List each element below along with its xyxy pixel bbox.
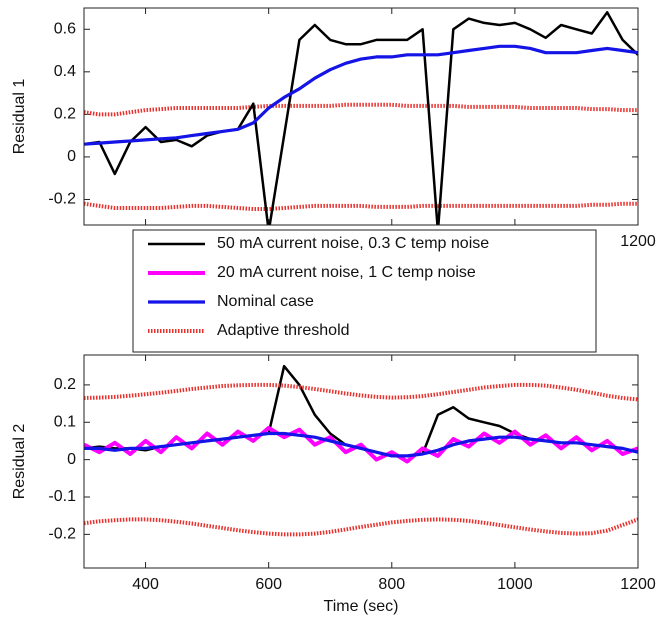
legend-label: Nominal case bbox=[217, 293, 314, 310]
series-line bbox=[84, 201, 638, 211]
plot-area bbox=[84, 11, 638, 225]
x-axis-label: Time (sec) bbox=[324, 598, 399, 615]
y-tick-label: 0.6 bbox=[54, 20, 76, 37]
series-line bbox=[84, 102, 638, 117]
legend-label: 50 mA current noise, 0.3 C temp noise bbox=[217, 235, 489, 252]
legend-box bbox=[132, 229, 597, 353]
series-line bbox=[84, 11, 638, 225]
x-tick-label: 1200 bbox=[620, 233, 656, 250]
axes-frame bbox=[83, 7, 639, 226]
y-tick-label: 0.4 bbox=[54, 63, 76, 80]
legend-label: 20 mA current noise, 1 C temp noise bbox=[217, 264, 476, 281]
y-axis-label: Residual 1 bbox=[11, 79, 28, 155]
x-tick-label: 1000 bbox=[497, 576, 533, 593]
y-axis-label: Residual 2 bbox=[11, 424, 28, 500]
x-tick-label: 400 bbox=[132, 576, 159, 593]
x-tick-label: 1200 bbox=[620, 576, 656, 593]
y-tick-label: 0.2 bbox=[54, 106, 76, 123]
x-tick-label: 800 bbox=[378, 576, 405, 593]
y-tick-label: 0.1 bbox=[54, 413, 76, 430]
axes-box bbox=[83, 7, 639, 226]
x-tick-label: 600 bbox=[255, 576, 282, 593]
legend: 50 mA current noise, 0.3 C temp noise 20 … bbox=[132, 229, 597, 353]
y-tick-label: -0.2 bbox=[48, 191, 76, 208]
plot-area bbox=[84, 364, 638, 537]
legend-label: Adaptive threshold bbox=[217, 322, 350, 339]
series-line bbox=[84, 425, 638, 464]
y-tick-label: 0 bbox=[67, 451, 76, 468]
series-line bbox=[84, 44, 638, 146]
y-tick-label: -0.2 bbox=[48, 526, 76, 543]
y-tick-label: -0.1 bbox=[48, 488, 76, 505]
axes-box bbox=[83, 354, 639, 569]
y-tick-label: 0 bbox=[67, 148, 76, 165]
axes-frame bbox=[83, 354, 639, 569]
series-line bbox=[84, 431, 638, 458]
y-tick-label: 0.2 bbox=[54, 376, 76, 393]
